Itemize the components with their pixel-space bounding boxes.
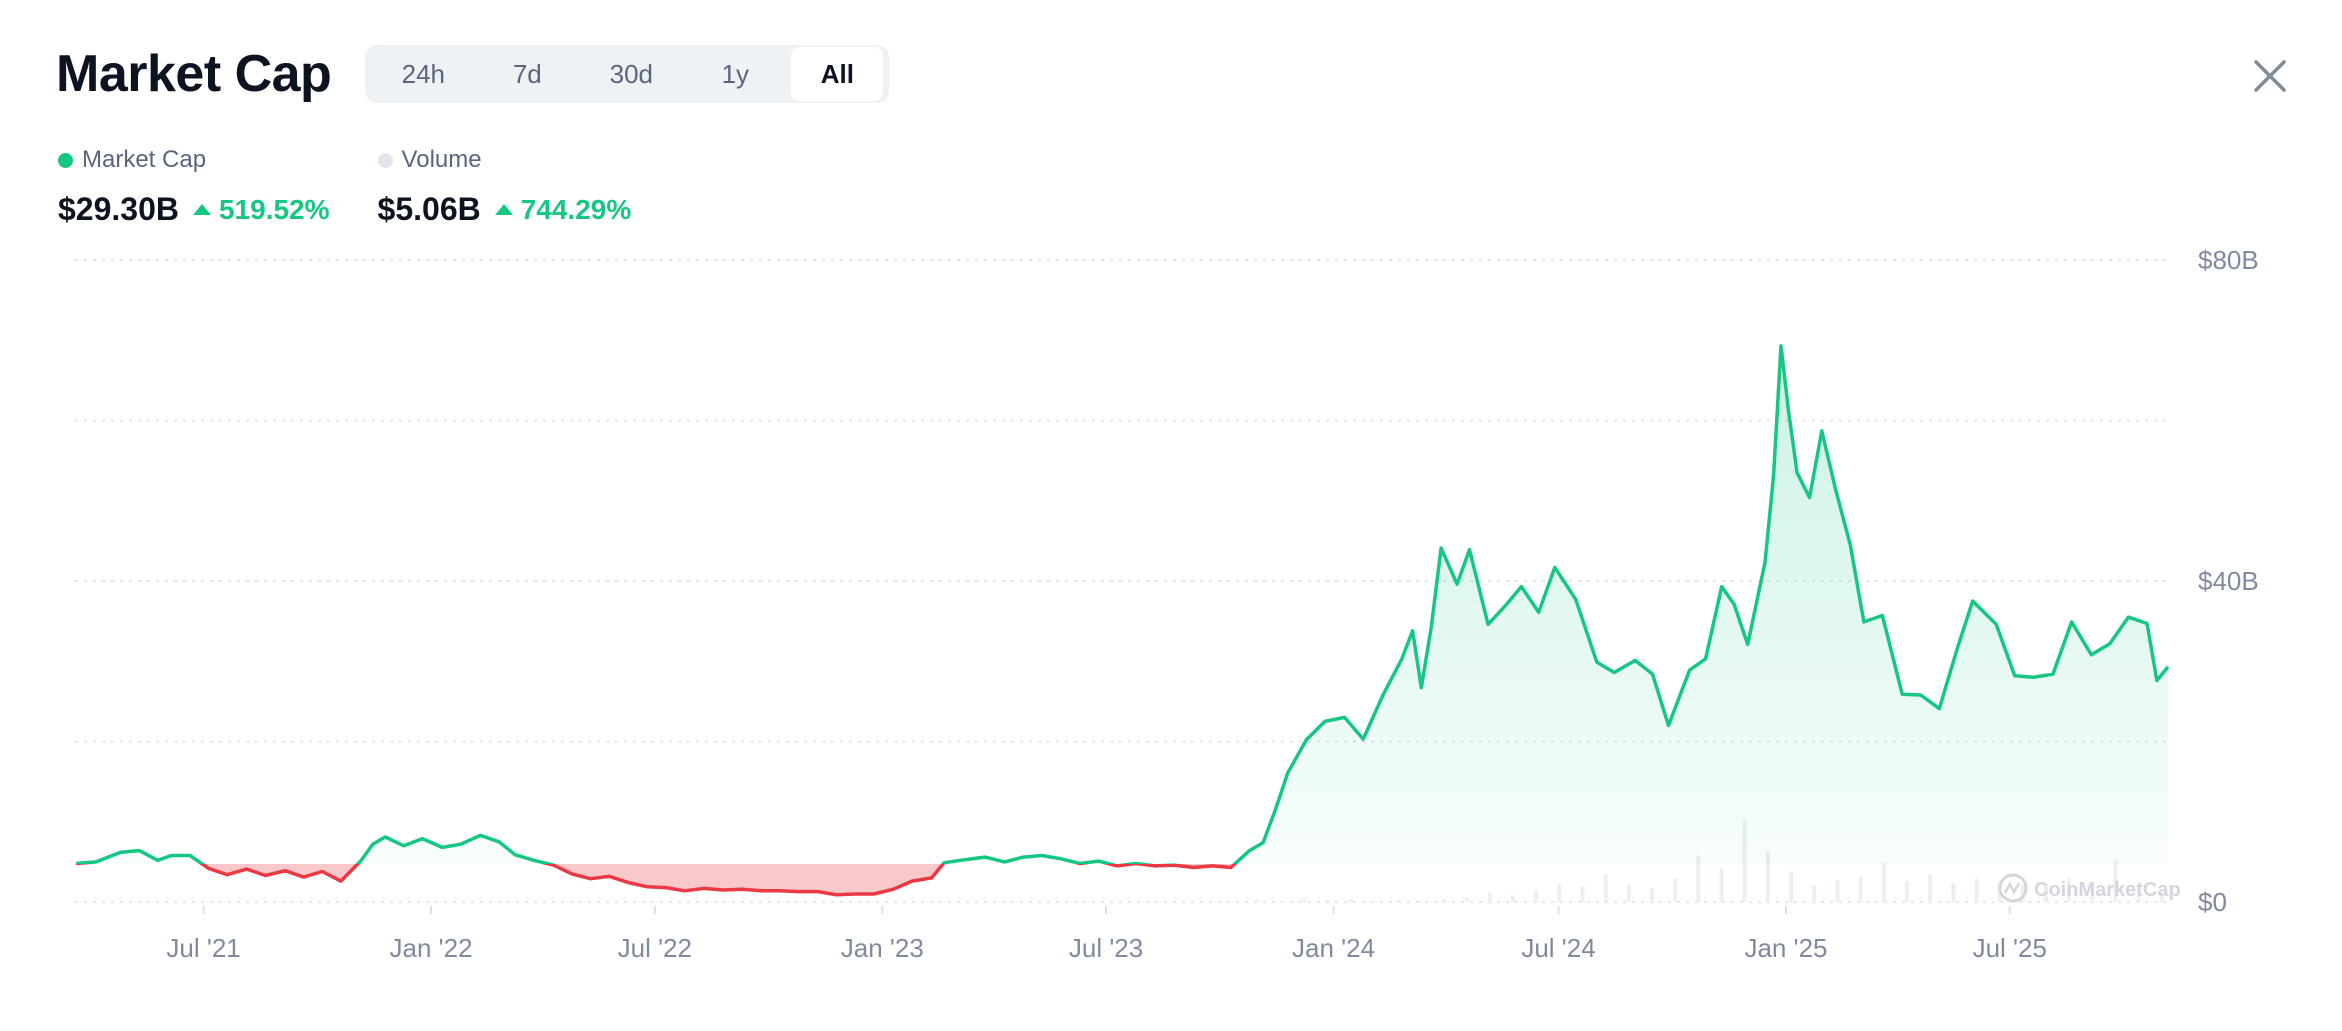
volume-bar — [1279, 900, 1284, 902]
market-cap-value: $29.30B — [58, 191, 179, 227]
x-tick-label: Jan '22 — [390, 933, 473, 963]
volume-bar — [1464, 897, 1469, 902]
chart-header: Market Cap 24h 7d 30d 1y All — [56, 44, 890, 104]
volume-change-text: 744.29% — [520, 193, 632, 225]
volume-bar — [2136, 888, 2141, 902]
volume-bar — [1812, 885, 1817, 902]
x-tick-label: Jul '24 — [1521, 933, 1595, 963]
market-cap-change-text: 519.52% — [218, 193, 330, 225]
volume-bar — [2067, 878, 2072, 902]
volume-bar — [1673, 878, 1678, 902]
volume-bar — [1696, 855, 1701, 902]
volume-bar — [1789, 871, 1794, 902]
grid-lines — [75, 259, 2168, 903]
volume-bar — [1302, 898, 1307, 902]
y-tick-label: $40B — [2198, 566, 2259, 596]
volume-bar — [1858, 875, 1863, 902]
caret-up-icon — [494, 204, 513, 215]
watermark-text: CoinMarketCap — [2034, 879, 2181, 901]
volume-bar — [1534, 890, 1539, 902]
x-tick-label: Jan '25 — [1744, 933, 1827, 963]
market-cap-line-down — [76, 864, 1238, 897]
tab-all[interactable]: All — [791, 47, 884, 101]
volume-bar — [1511, 895, 1516, 902]
legend-market-cap-label: Market Cap — [82, 146, 207, 173]
volume-bar — [1487, 892, 1492, 902]
x-axis: Jul '21 Jan '22 Jul '22 Jan '23 Jul '23 Jan '… — [166, 906, 2047, 963]
chart-legend: Market Cap $29.30B 519.52% Volume $5.06B… — [58, 145, 679, 228]
volume-bar — [1904, 881, 1909, 902]
market-cap-area-down — [202, 864, 1235, 895]
volume-bar — [1603, 875, 1608, 902]
volume-bar — [1348, 899, 1353, 902]
coinmarketcap-logo-icon — [1998, 873, 2028, 903]
coinmarketcap-logo-mark — [2003, 881, 2021, 895]
volume-bar — [2159, 893, 2164, 902]
y-tick-label: $0 — [2198, 887, 2227, 917]
volume-bar — [1765, 851, 1770, 902]
volume-change: 744.29% — [494, 193, 632, 226]
volume-bar — [1418, 900, 1423, 902]
tab-7d[interactable]: 7d — [512, 58, 542, 89]
volume-bar — [1951, 883, 1956, 902]
legend-volume[interactable]: Volume $5.06B 744.29% — [377, 145, 632, 228]
market-cap-area-up — [76, 345, 2168, 865]
tab-1y[interactable]: 1y — [721, 58, 750, 89]
x-tick-label: Jan '23 — [841, 933, 924, 963]
x-tick-label: Jul '22 — [618, 933, 692, 963]
volume-bar — [1557, 883, 1562, 902]
x-tick-label: Jul '23 — [1069, 933, 1143, 963]
market-cap-area — [76, 345, 2168, 895]
market-cap-dot — [58, 152, 73, 168]
volume-bar — [2020, 884, 2025, 902]
volume-bar — [1395, 899, 1400, 902]
market-cap-line-up — [76, 344, 2170, 865]
volume-dot — [377, 152, 393, 168]
range-tabs: 24h 7d 30d 1y All — [365, 45, 890, 103]
market-cap-line — [76, 344, 2170, 897]
page-title: Market Cap — [56, 45, 332, 103]
volume-bar — [2113, 860, 2118, 902]
volume-bar — [2090, 884, 2095, 902]
volume-bar — [1719, 868, 1724, 902]
volume-bar — [1441, 899, 1446, 902]
x-tick-label: Jul '25 — [1973, 933, 2047, 963]
y-axis: $80B $40B $0 — [2198, 245, 2259, 917]
y-tick-label: $80B — [2198, 245, 2259, 275]
tab-30d[interactable]: 30d — [609, 58, 653, 89]
volume-bar — [1580, 886, 1585, 902]
x-tick-label: Jan '24 — [1292, 933, 1375, 963]
watermark: CoinMarketCap — [1998, 873, 2181, 903]
volume-bar — [1928, 874, 1933, 902]
volume-value: $5.06B — [377, 191, 481, 227]
x-tick-label: Jul '21 — [166, 933, 240, 963]
volume-bar — [1626, 884, 1631, 902]
volume-bar — [2043, 887, 2048, 902]
volume-bar — [1650, 887, 1655, 902]
volume-bar — [1256, 899, 1261, 902]
legend-market-cap[interactable]: Market Cap $29.30B 519.52% — [58, 145, 330, 228]
volume-bar — [1371, 900, 1376, 902]
close-icon[interactable] — [2252, 58, 2288, 94]
volume-bar — [1325, 899, 1330, 902]
tab-24h[interactable]: 24h — [401, 58, 445, 89]
legend-volume-label: Volume — [401, 146, 482, 173]
volume-bar — [1881, 863, 1886, 902]
volume-bar — [1974, 878, 1979, 902]
caret-up-icon — [192, 204, 211, 215]
volume-bar — [1835, 880, 1840, 902]
market-cap-change: 519.52% — [192, 193, 330, 226]
